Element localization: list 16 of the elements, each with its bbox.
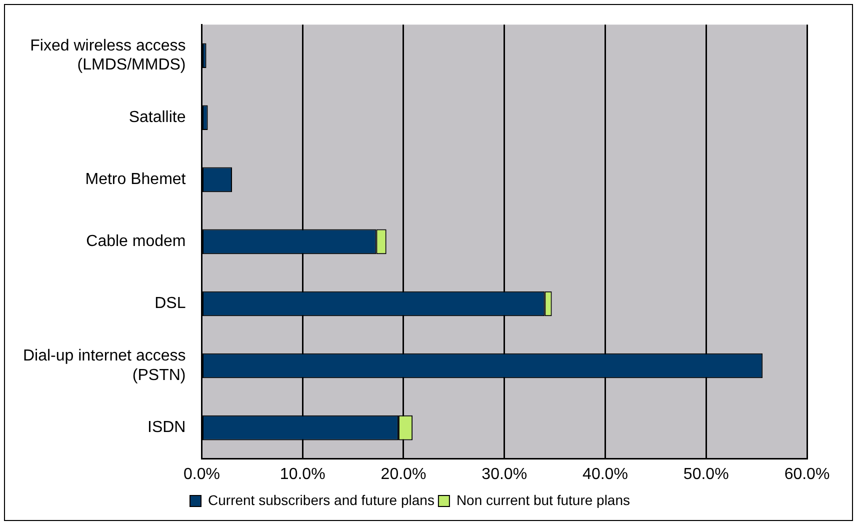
x-tick-label: 60.0% bbox=[784, 466, 830, 483]
y-tick-label: ISDN bbox=[148, 419, 186, 436]
y-tick-label: Cable modem bbox=[86, 233, 186, 250]
y-tick-label: Dial-up internet access (PSTN) bbox=[22, 348, 186, 384]
y-tick-label: Satallite bbox=[128, 109, 186, 126]
x-tick-label: 40.0% bbox=[582, 466, 628, 483]
x-tick-label: 20.0% bbox=[380, 466, 426, 483]
x-tick-label: 30.0% bbox=[482, 466, 528, 483]
x-tick-label: 10.0% bbox=[280, 466, 326, 483]
y-tick-label: DSL bbox=[154, 295, 186, 312]
x-tick-label: 0.0% bbox=[184, 466, 220, 483]
legend-label: Current subscribers and future plans bbox=[208, 492, 434, 508]
y-tick-label: Metro Bhemet bbox=[85, 171, 186, 188]
legend-label: Non current but future plans bbox=[456, 492, 630, 508]
x-tick-label: 50.0% bbox=[683, 466, 729, 483]
y-tick-label: Fixed wireless access (LMDS/MMDS) bbox=[30, 37, 186, 74]
